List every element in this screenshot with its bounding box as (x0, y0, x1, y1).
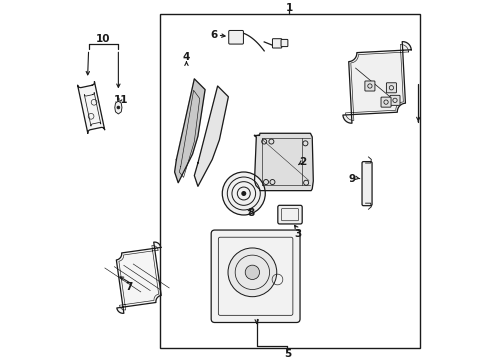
Text: 5: 5 (284, 349, 290, 359)
FancyBboxPatch shape (361, 162, 371, 206)
Text: 10: 10 (96, 35, 110, 44)
FancyBboxPatch shape (211, 230, 300, 323)
Polygon shape (116, 242, 161, 313)
FancyBboxPatch shape (386, 83, 396, 93)
Polygon shape (78, 82, 104, 134)
Polygon shape (254, 133, 313, 191)
Text: 3: 3 (293, 229, 301, 239)
Text: 8: 8 (247, 208, 254, 218)
Text: 2: 2 (298, 157, 305, 167)
FancyBboxPatch shape (277, 205, 302, 224)
FancyBboxPatch shape (389, 95, 399, 105)
Circle shape (117, 106, 120, 109)
Circle shape (241, 191, 246, 196)
Circle shape (244, 265, 259, 279)
Polygon shape (174, 79, 204, 183)
FancyBboxPatch shape (281, 39, 287, 46)
Text: 9: 9 (348, 174, 355, 184)
FancyBboxPatch shape (364, 81, 374, 91)
Polygon shape (194, 86, 228, 186)
Polygon shape (115, 101, 122, 114)
Polygon shape (342, 42, 410, 123)
Bar (160, 14, 419, 347)
FancyBboxPatch shape (380, 97, 390, 107)
Text: 11: 11 (113, 95, 128, 105)
Circle shape (227, 248, 276, 297)
Text: 4: 4 (183, 51, 190, 62)
Polygon shape (255, 134, 312, 188)
FancyBboxPatch shape (272, 39, 281, 48)
Text: 1: 1 (285, 3, 292, 13)
FancyBboxPatch shape (228, 31, 243, 44)
Text: 7: 7 (125, 282, 133, 292)
Text: 6: 6 (210, 30, 217, 40)
Circle shape (222, 172, 265, 215)
